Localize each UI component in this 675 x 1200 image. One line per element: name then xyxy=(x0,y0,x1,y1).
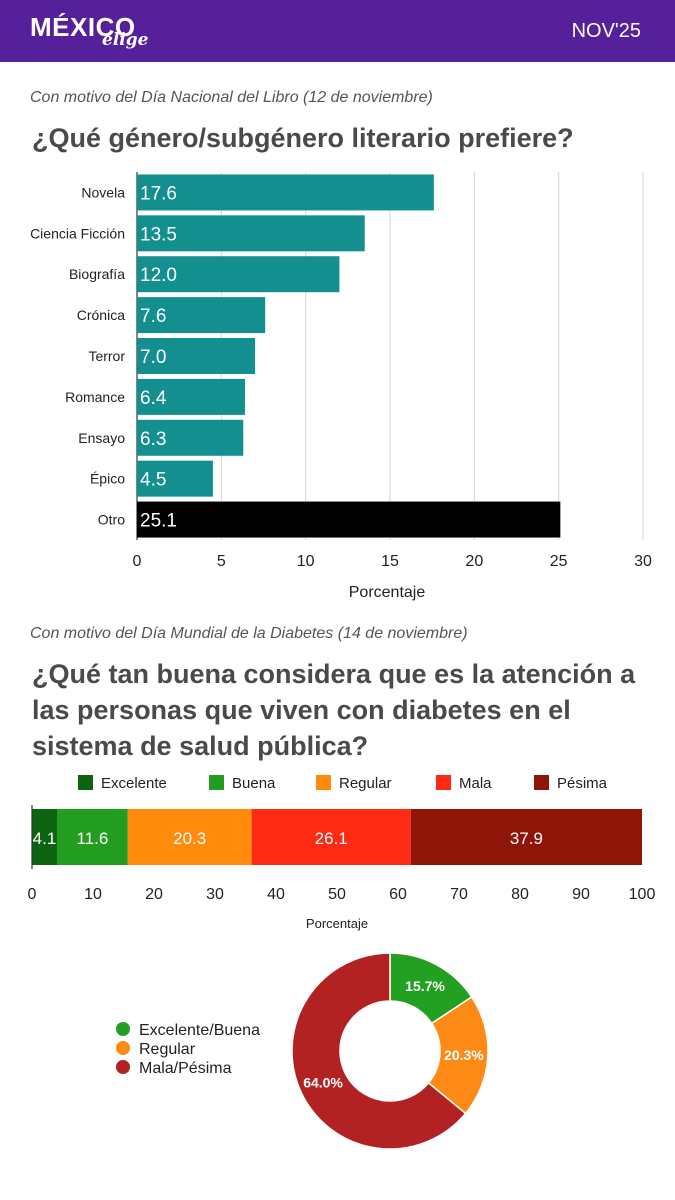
bar xyxy=(137,338,256,374)
bar xyxy=(137,256,340,293)
legend-swatch xyxy=(534,775,549,790)
bar xyxy=(137,174,434,211)
category-label: Terror xyxy=(88,348,125,364)
category-label: Ensayo xyxy=(78,430,125,446)
bar xyxy=(137,378,245,415)
category-label: Ciencia Ficción xyxy=(30,225,125,241)
legend-swatch xyxy=(436,775,451,790)
legend-label: Regular xyxy=(339,775,392,792)
legend-swatch xyxy=(316,775,331,790)
x-tick-label: 100 xyxy=(629,886,656,903)
bar-value-label: 6.3 xyxy=(140,429,166,450)
slice-value-label: 64.0% xyxy=(303,1075,343,1091)
donut-slice xyxy=(291,952,467,1150)
stacked-segment xyxy=(32,809,58,865)
legend-marker xyxy=(116,1022,130,1036)
bar-value-label: 12.0 xyxy=(140,265,177,286)
legend-label: Excelente/Buena xyxy=(139,1022,260,1039)
bar-value-label: 17.6 xyxy=(140,183,177,204)
legend-marker xyxy=(116,1060,130,1074)
segment-value-label: 4.1 xyxy=(33,829,57,848)
legend-marker xyxy=(116,1041,130,1055)
bar-value-label: 25.1 xyxy=(140,511,177,532)
x-tick-label: 60 xyxy=(389,886,407,903)
category-label: Romance xyxy=(65,389,125,405)
x-tick-label: 90 xyxy=(572,886,590,903)
x-tick-label: 30 xyxy=(206,886,224,903)
x-tick-label: 10 xyxy=(84,886,102,903)
legend-label: Buena xyxy=(232,775,276,792)
segment-value-label: 20.3 xyxy=(173,829,206,848)
bar-value-label: 6.4 xyxy=(140,388,167,409)
legend-label: Pésima xyxy=(557,775,608,792)
legend-label: Mala/Pésima xyxy=(139,1060,232,1077)
header-bar: MÉXICO elige NOV'25 xyxy=(0,0,675,62)
segment-value-label: 26.1 xyxy=(315,829,348,848)
x-axis-title: Porcentaje xyxy=(306,916,368,931)
category-label: Novela xyxy=(81,184,125,200)
stacked-segment xyxy=(127,809,252,865)
x-tick-label: 20 xyxy=(465,553,483,570)
legend-label: Mala xyxy=(459,775,492,792)
legend-label: Regular xyxy=(139,1041,196,1058)
x-tick-label: 25 xyxy=(550,553,568,570)
x-tick-label: 70 xyxy=(450,886,468,903)
x-tick-label: 30 xyxy=(634,553,652,570)
section2-question: ¿Qué tan buena considera que es la atenc… xyxy=(32,659,636,761)
x-tick-label: 0 xyxy=(133,553,142,570)
bar xyxy=(137,419,244,456)
x-tick-label: 40 xyxy=(267,886,285,903)
slice-value-label: 20.3% xyxy=(444,1047,484,1063)
x-tick-label: 20 xyxy=(145,886,163,903)
bar-value-label: 13.5 xyxy=(140,224,177,245)
bar xyxy=(137,297,266,334)
x-tick-label: 15 xyxy=(381,553,399,570)
diabetes-stacked-bar-chart: Excelente Buena Regular Mala Pésima 4.1 11.6 20… xyxy=(28,775,656,931)
x-tick-label: 0 xyxy=(28,886,37,903)
section2-subtitle: Con motivo del Día Mundial de la Diabete… xyxy=(30,625,468,642)
genre-bar-chart: 0 5 10 15 20 25 30 17.6 Novela 13.5 Ciencia Ficció… xyxy=(30,172,652,601)
bar-value-label: 4.5 xyxy=(140,470,166,491)
category-label: Otro xyxy=(98,512,125,528)
x-axis-title: Porcentaje xyxy=(349,584,426,601)
donut-slice xyxy=(427,995,489,1115)
legend-swatch xyxy=(209,775,224,790)
stacked-segment xyxy=(251,809,411,865)
bar xyxy=(137,501,561,538)
x-tick-label: 5 xyxy=(217,553,226,570)
bar xyxy=(137,460,213,497)
section1-subtitle: Con motivo del Día Nacional del Libro (1… xyxy=(30,89,433,106)
segment-value-label: 37.9 xyxy=(510,829,543,848)
bar xyxy=(137,215,365,252)
legend-label: Excelente xyxy=(101,775,167,792)
period-label: NOV'25 xyxy=(571,20,641,42)
category-label: Biografía xyxy=(69,266,125,282)
bar-value-label: 7.6 xyxy=(140,306,166,327)
section1-question: ¿Qué género/subgénero literario prefiere… xyxy=(32,123,574,153)
x-tick-label: 50 xyxy=(328,886,346,903)
x-tick-label: 10 xyxy=(297,553,315,570)
legend-swatch xyxy=(78,775,93,790)
logo-sub-text: elige xyxy=(102,30,149,50)
segment-value-label: 11.6 xyxy=(76,829,108,848)
slice-value-label: 15.7% xyxy=(405,978,445,994)
stacked-segment xyxy=(410,809,642,865)
x-tick-label: 80 xyxy=(511,886,529,903)
bar-value-label: 7.0 xyxy=(140,347,166,368)
category-label: Crónica xyxy=(77,307,125,323)
diabetes-donut-chart: 15.7% 20.3% 64.0% Excelente/Buena Regular Mal… xyxy=(116,952,489,1150)
category-label: Épico xyxy=(90,471,125,487)
logo-main-text: MÉXICO xyxy=(30,12,136,42)
stacked-segment xyxy=(57,809,128,865)
